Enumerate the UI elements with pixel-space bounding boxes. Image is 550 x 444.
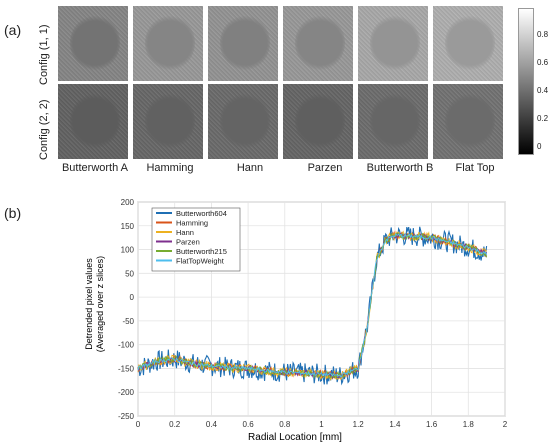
column-label-flat-top: Flat Top <box>455 162 495 174</box>
legend-label: Butterworth215 <box>176 247 227 256</box>
sample-disc <box>220 16 270 70</box>
sample-disc <box>445 16 495 70</box>
sample-disc <box>295 94 345 148</box>
colorbar-tick: 0 <box>537 142 542 151</box>
y-tick-label: 0 <box>130 293 135 302</box>
image-tile <box>433 84 503 159</box>
colorbar-tick: 0.8 <box>537 30 549 39</box>
image-tile <box>58 6 128 81</box>
series-line <box>137 231 488 380</box>
y-axis-label-line2: (Averaged over z slices) <box>95 256 105 352</box>
x-tick-label: 1.4 <box>389 420 401 429</box>
panel-b-label: (b) <box>4 205 22 221</box>
y-tick-label: 150 <box>121 222 135 231</box>
column-label-parzen: Parzen <box>307 162 343 174</box>
column-label-hann: Hann <box>236 162 264 174</box>
y-tick-label: -150 <box>118 364 135 373</box>
line-chart: Radial Location [mm] Detrended pixel val… <box>84 198 508 443</box>
image-tile <box>133 6 203 81</box>
colorbar <box>518 8 534 155</box>
colorbar-tick: 0.2 <box>537 114 549 123</box>
sample-disc <box>445 94 495 148</box>
y-tick-label: -50 <box>122 317 134 326</box>
legend-label: Hann <box>176 228 194 237</box>
sample-disc <box>295 16 345 70</box>
image-tile <box>133 84 203 159</box>
image-tile <box>283 84 353 159</box>
sample-disc <box>370 94 420 148</box>
y-tick-label: -250 <box>118 412 135 421</box>
column-label-butterworth-a: Butterworth A <box>61 162 129 174</box>
y-tick-label: 200 <box>121 198 135 207</box>
panel-a-label: (a) <box>4 22 22 38</box>
column-label-hamming: Hamming <box>146 162 194 174</box>
column-label-butterworth-b: Butterworth B <box>366 162 434 174</box>
y-tick-label: -100 <box>118 341 135 350</box>
x-tick-label: 0.2 <box>169 420 181 429</box>
row-label-config-1-1: Config (1, 1) <box>38 24 50 85</box>
y-tick-label: 100 <box>121 246 135 255</box>
x-tick-label: 1 <box>319 420 324 429</box>
x-tick-label: 1.8 <box>463 420 475 429</box>
x-tick-label: 1.6 <box>426 420 438 429</box>
legend-label: Parzen <box>176 238 200 247</box>
x-tick-label: 2 <box>503 420 508 429</box>
x-tick-label: 0.6 <box>243 420 255 429</box>
colorbar-tick: 0.6 <box>537 58 549 67</box>
y-tick-label: -200 <box>118 388 135 397</box>
image-tile <box>208 84 278 159</box>
row-label-config-2-2: Config (2, 2) <box>38 99 50 160</box>
sample-disc <box>370 16 420 70</box>
y-axis-label-line1: Detrended pixel values <box>84 258 94 350</box>
x-tick-label: 0 <box>136 420 141 429</box>
sample-disc <box>145 94 195 148</box>
image-tile <box>208 6 278 81</box>
image-tile <box>58 84 128 159</box>
sample-disc <box>70 94 120 148</box>
legend-label: FlatTopWeight <box>176 257 225 266</box>
image-tile <box>283 6 353 81</box>
legend-label: Butterworth604 <box>176 209 227 218</box>
sample-disc <box>145 16 195 70</box>
image-tile <box>433 6 503 81</box>
legend-label: Hamming <box>176 219 208 228</box>
x-axis-label: Radial Location [mm] <box>248 432 342 443</box>
sample-disc <box>70 16 120 70</box>
image-tile <box>358 84 428 159</box>
sample-disc <box>220 94 270 148</box>
colorbar-tick: 0.4 <box>537 86 549 95</box>
x-tick-label: 0.4 <box>206 420 218 429</box>
series-line <box>137 232 488 378</box>
x-tick-label: 1.2 <box>353 420 365 429</box>
x-tick-label: 0.8 <box>279 420 291 429</box>
y-tick-label: 50 <box>125 269 134 278</box>
image-tile <box>358 6 428 81</box>
